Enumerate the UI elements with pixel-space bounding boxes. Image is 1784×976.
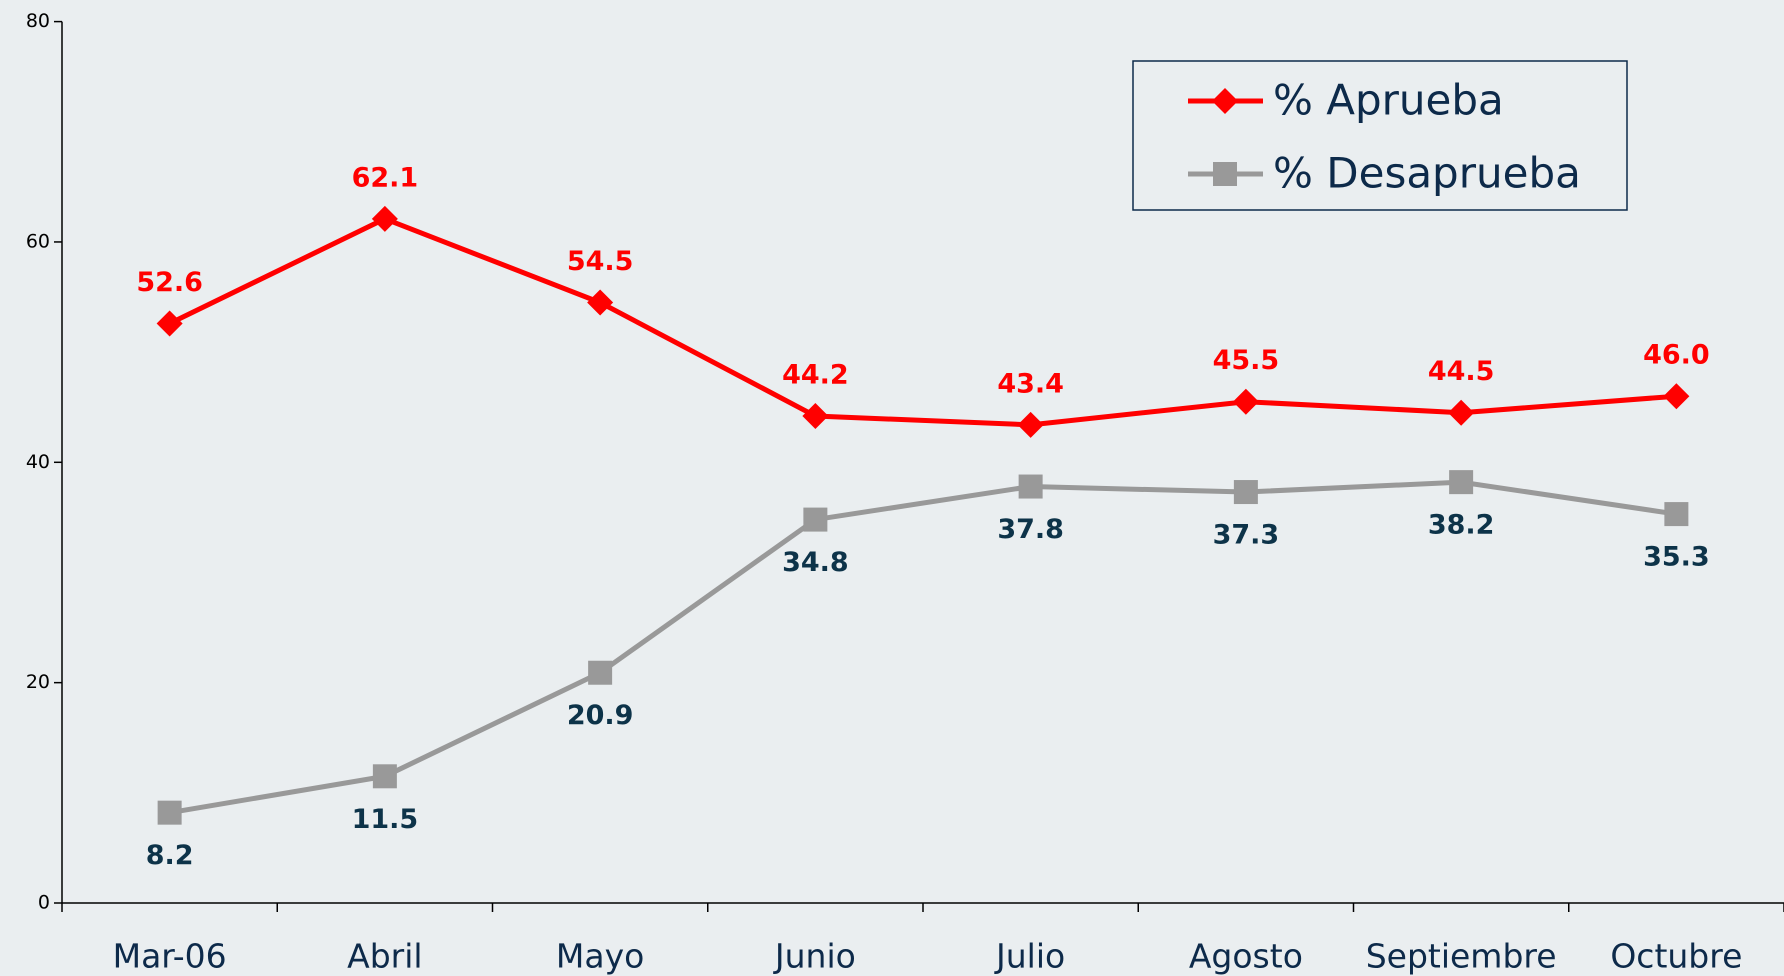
value-label: 52.6 [136,267,203,298]
value-label: 8.2 [146,840,194,871]
value-label: 45.5 [1213,345,1280,376]
value-label: 46.0 [1643,340,1710,371]
x-tick-label: Agosto [1189,937,1303,976]
value-label: 54.5 [567,246,634,277]
marker [802,403,829,430]
y-tick-label: 40 [26,451,50,473]
y-tick-label: 0 [38,892,50,914]
value-label: 34.8 [782,547,849,578]
value-label: 37.8 [997,514,1064,545]
y-tick-label: 80 [26,10,50,32]
x-tick-label: Octubre [1610,937,1742,976]
marker [1664,502,1689,527]
x-tick-label: Mar-06 [113,937,227,976]
marker [1017,411,1044,438]
marker [587,289,614,316]
marker [1663,383,1690,410]
x-tick-label: Abril [347,937,422,976]
x-tick-label: Septiembre [1366,937,1557,976]
marker [1232,388,1259,415]
marker [372,764,397,789]
legend-label: % Aprueba [1273,76,1504,125]
value-label: 38.2 [1428,510,1495,541]
value-label: 20.9 [567,700,634,731]
x-tick-label: Mayo [556,937,644,976]
value-label: 11.5 [352,804,419,835]
legend-label: % Desaprueba [1273,149,1581,198]
marker [156,310,183,337]
marker [803,507,828,532]
legend: % Aprueba % Desaprueba [1132,60,1628,211]
value-label: 44.2 [782,360,849,391]
marker [1213,162,1237,186]
marker [1233,480,1258,505]
marker [1212,88,1238,114]
marker [1449,470,1474,495]
series-line [169,479,1677,816]
y-tick-label: 20 [26,671,50,693]
marker [371,205,398,232]
series-line [168,216,1677,428]
value-label: 37.3 [1213,520,1280,551]
x-tick-label: Junio [773,937,856,976]
y-tick-label: 60 [26,230,50,252]
marker [1448,399,1475,426]
marker [1018,474,1043,499]
marker [588,660,613,685]
value-label: 44.5 [1428,356,1495,387]
value-label: 35.3 [1643,542,1710,573]
x-tick-label: Julio [994,937,1065,976]
value-label: 62.1 [352,162,419,193]
value-label: 43.4 [997,368,1064,399]
marker [157,800,182,825]
